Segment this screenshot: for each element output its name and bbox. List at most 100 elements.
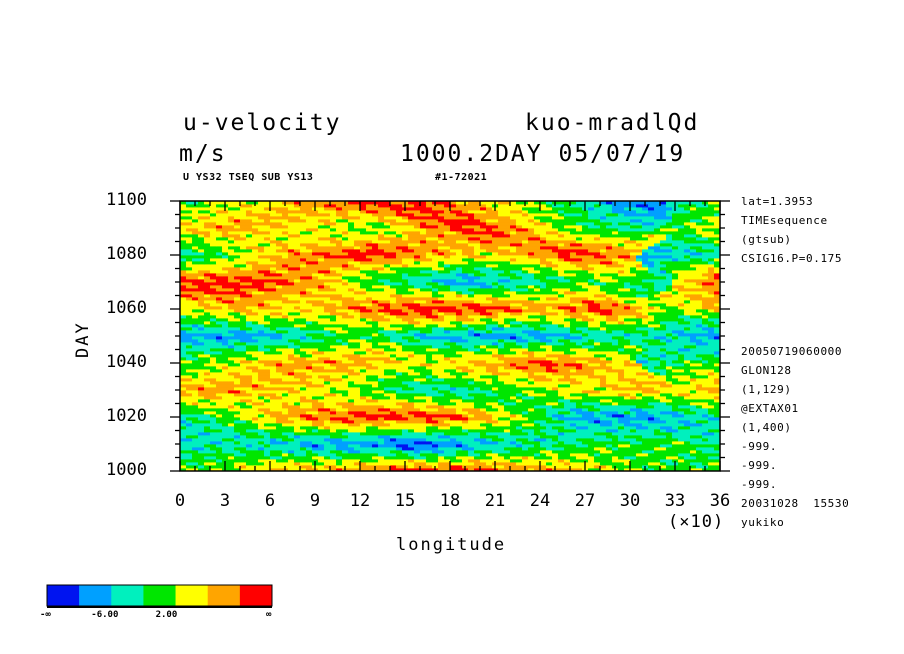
heatmap-cell [306,363,313,367]
heatmap-cell [684,339,691,343]
heatmap-cell [462,330,469,334]
heatmap-cell [324,309,331,313]
heatmap-cell [300,429,307,433]
heatmap-cell [468,330,475,334]
heatmap-cell [246,363,253,367]
heatmap-cell [264,408,271,412]
heatmap-cell [468,447,475,451]
heatmap-cell [450,390,457,394]
heatmap-cell [498,342,505,346]
heatmap-cell [408,354,415,358]
heatmap-cell [372,438,379,442]
heatmap-cell [690,438,697,442]
heatmap-cell [258,462,265,466]
heatmap-cell [318,318,325,322]
heatmap-cell [510,348,517,352]
heatmap-cell [300,342,307,346]
heatmap-cell [618,402,625,406]
heatmap-cell [696,396,703,400]
heatmap-cell [234,441,241,445]
heatmap-cell [618,324,625,328]
heatmap-cell [336,327,343,331]
heatmap-cell [588,369,595,373]
heatmap-cell [588,453,595,457]
heatmap-cell [270,318,277,322]
heatmap-cell [234,423,241,427]
heatmap-cell [456,351,463,355]
heatmap-cell [612,393,619,397]
heatmap-cell [198,330,205,334]
heatmap-cell [366,465,373,469]
heatmap-cell [570,423,577,427]
heatmap-cell [354,348,361,352]
heatmap-cell [702,444,709,448]
heatmap-cell [216,438,223,442]
heatmap-cell [570,405,577,409]
heatmap-cell [330,327,337,331]
heatmap-cell [204,312,211,316]
heatmap-cell [228,339,235,343]
heatmap-cell [360,453,367,457]
heatmap-cell [588,468,595,472]
heatmap-cell [684,378,691,382]
heatmap-cell [528,342,535,346]
heatmap-cell [318,459,325,463]
heatmap-cell [426,432,433,436]
heatmap-cell [684,417,691,421]
heatmap-cell [252,441,259,445]
heatmap-cell [198,408,205,412]
heatmap-cell [522,387,529,391]
heatmap-cell [708,408,715,412]
heatmap-cell [222,318,229,322]
heatmap-cell [288,402,295,406]
heatmap-cell [264,330,271,334]
heatmap-cell [438,357,445,361]
heatmap-cell [252,330,259,334]
heatmap-cell [684,327,691,331]
heatmap-cell [270,396,277,400]
heatmap-cell [624,339,631,343]
heatmap-cell [648,405,655,409]
heatmap-cell [468,381,475,385]
heatmap-cell [186,414,193,418]
heatmap-cell [312,351,319,355]
heatmap-cell [210,357,217,361]
heatmap-cell [288,447,295,451]
heatmap-cell [294,465,301,469]
heatmap-cell [696,336,703,340]
heatmap-cell [216,408,223,412]
heatmap-cell [528,393,535,397]
heatmap-cell [390,363,397,367]
heatmap-cell [522,435,529,439]
heatmap-cell [396,450,403,454]
heatmap-cell [540,450,547,454]
heatmap-cell [384,375,391,379]
heatmap-cell [540,459,547,463]
heatmap-cell [606,435,613,439]
heatmap-cell [378,366,385,370]
heatmap-cell [318,333,325,337]
heatmap-cell [318,399,325,403]
heatmap-cell [270,333,277,337]
heatmap-cell [360,312,367,316]
heatmap-cell [216,468,223,472]
heatmap-cell [654,396,661,400]
heatmap-cell [204,417,211,421]
heatmap-cell [504,450,511,454]
heatmap-cell [276,405,283,409]
heatmap-cell [408,384,415,388]
heatmap-cell [714,336,721,340]
heatmap-cell [372,357,379,361]
heatmap-cell [330,390,337,394]
heatmap-cell [330,360,337,364]
heatmap-cell [288,429,295,433]
heatmap-cell [402,321,409,325]
heatmap-cell [450,312,457,316]
heatmap-cell [276,429,283,433]
heatmap-cell [486,417,493,421]
heatmap-cell [630,459,637,463]
heatmap-cell [264,312,271,316]
heatmap-cell [192,426,199,430]
heatmap-cell [624,426,631,430]
heatmap-cell [516,402,523,406]
